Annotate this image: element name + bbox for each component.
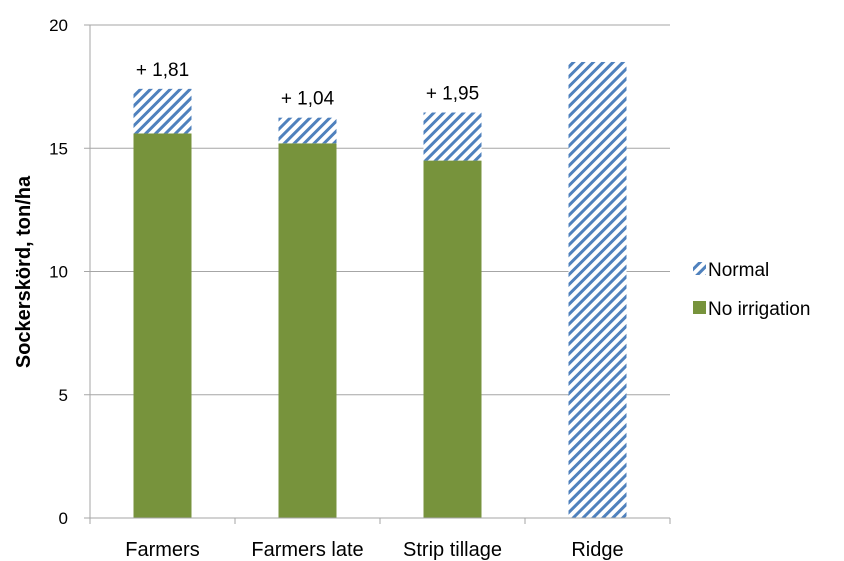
y-axis-ticks: 0 5 10 15 20 [49, 16, 90, 528]
legend: Normal No irrigation [693, 260, 810, 320]
data-label: + 1,81 [136, 60, 189, 81]
y-tick-label: 5 [59, 386, 68, 405]
category-label: Farmers late [251, 539, 363, 561]
bar-no-irrigation [279, 143, 337, 518]
bars [134, 62, 627, 518]
bar-no-irrigation [424, 161, 482, 518]
data-label: + 1,04 [281, 89, 335, 110]
legend-label-no-irrigation: No irrigation [708, 299, 810, 320]
category-labels: Farmers Farmers late Strip tillage Ridge [125, 539, 623, 561]
category-label: Ridge [571, 539, 623, 561]
bar-normal [424, 113, 482, 161]
legend-swatch-no-irrigation [693, 301, 706, 314]
bar-no-irrigation [134, 133, 192, 518]
y-tick-label: 10 [49, 263, 68, 282]
bar-normal [569, 62, 627, 518]
category-label: Farmers [125, 539, 199, 561]
category-label: Strip tillage [403, 539, 502, 561]
y-tick-label: 0 [59, 509, 68, 528]
y-axis-title: Sockerskörd, ton/ha [13, 175, 35, 368]
bar-normal [134, 89, 192, 134]
bar-normal [279, 118, 337, 144]
x-axis [84, 518, 670, 524]
y-tick-label: 15 [49, 139, 68, 158]
legend-label-normal: Normal [708, 260, 769, 281]
data-label: + 1,95 [426, 84, 479, 105]
y-tick-label: 20 [49, 16, 68, 35]
legend-swatch-normal [693, 262, 706, 275]
